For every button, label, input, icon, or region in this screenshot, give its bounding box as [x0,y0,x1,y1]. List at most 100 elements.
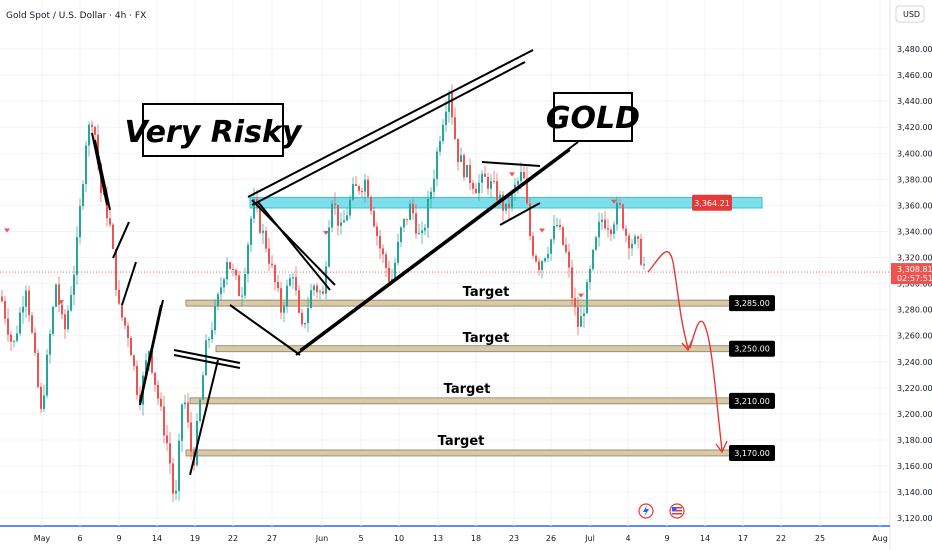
x-tick-label: 23 [509,534,519,543]
candle-body [250,218,252,245]
candle-body [454,117,456,139]
candle-body [49,333,51,355]
candle-body [505,203,507,211]
trend-line [139,304,162,403]
candle-body [571,267,573,299]
target-price-tag-label: 3,210.00 [734,397,770,406]
candle-body [85,145,87,185]
candle-body [316,285,318,293]
candle-body [349,199,351,216]
lightning-icon[interactable] [638,503,654,519]
us-flag-icon[interactable] [669,503,685,519]
candle-body [436,151,438,179]
current-price-tag [891,263,932,285]
candle-body [70,294,72,311]
candle-body [337,204,339,226]
candle-body [34,332,36,353]
price-tags: 3,285.00 3,250.00 3,210.00 3,170.00 3,364.21… [692,194,932,461]
candle-body [523,171,525,179]
candle-body [511,191,513,208]
candle-body [379,236,381,249]
candle-body [118,289,120,304]
candle-body [340,222,342,226]
candle-body [253,198,255,219]
candle-body [346,215,348,221]
candle-body [610,229,612,234]
target-price-tag [729,392,775,409]
candle-body [319,291,321,293]
candle-body [247,244,249,274]
candle-body [520,171,522,181]
candle-body [145,360,147,376]
currency-label: USD [903,10,920,19]
candle-body [130,338,132,356]
currency-button[interactable] [895,5,925,23]
candle-body [376,226,378,237]
trend-line [121,261,137,306]
candle-body [283,306,285,313]
candle-body [241,295,243,297]
trend-line [173,354,241,369]
candle-body [217,294,219,307]
candle-body [127,325,129,339]
x-tick-label: Aug [872,534,888,543]
trend-line [299,141,579,351]
candle-body [331,203,333,228]
candle-body [109,218,111,225]
candle-body [568,251,570,268]
trend-line [295,149,571,356]
candle-body [400,227,402,242]
candle-body [421,230,423,233]
candle-body [358,186,360,191]
trend-line [481,161,541,167]
x-tick-label: 13 [433,534,443,543]
y-tick-label: 3,340.00 [897,227,932,236]
candle-body [190,422,192,452]
candle-body [16,333,18,341]
candle-body [613,224,615,234]
candle-body [535,255,537,262]
candle-body [277,282,279,289]
candle-body [451,92,453,118]
candle-body [112,224,114,249]
x-tick-label: 9 [116,534,121,543]
candle-body [322,291,324,294]
candle-body [163,406,165,436]
candle-body [553,226,555,240]
candle-body [37,352,39,387]
candle-body [151,351,153,373]
x-axis: May 6 9 14 19 22 27 Jun 5 10 13 18 23 26 Jul 4 9 14 17 22 25… [34,534,888,543]
candle-body [115,248,117,290]
candle-body [385,254,387,268]
candle-body [22,306,24,313]
candle-body [154,372,156,385]
y-tick-label: 3,160.00 [897,462,932,471]
candle-body [205,340,207,376]
very-risky-label: Very Risky [125,115,303,150]
candle-body [73,274,75,295]
candle-body [481,173,483,183]
signal-marker [323,231,329,236]
candle-body [442,124,444,142]
candle-body [325,266,327,294]
target-zone [185,299,732,307]
candle-body [616,202,618,225]
x-tick-label: 5 [358,534,363,543]
trend-line [189,359,219,476]
labels: Very Risky GOLD Target Target Target Target [125,92,640,449]
target-price-tag [729,340,775,357]
y-tick-label: 3,420.00 [897,123,932,132]
y-tick-label: 3,180.00 [897,436,932,445]
candle-body [199,399,201,421]
target-zone [189,397,732,405]
trend-line [173,349,241,364]
target-label: Target [463,331,510,346]
candle-body [499,194,501,201]
candle-body [415,213,417,234]
trend-line [112,221,130,259]
target-label: Target [444,382,491,397]
signal-marker [4,228,10,233]
candle-body [136,366,138,395]
